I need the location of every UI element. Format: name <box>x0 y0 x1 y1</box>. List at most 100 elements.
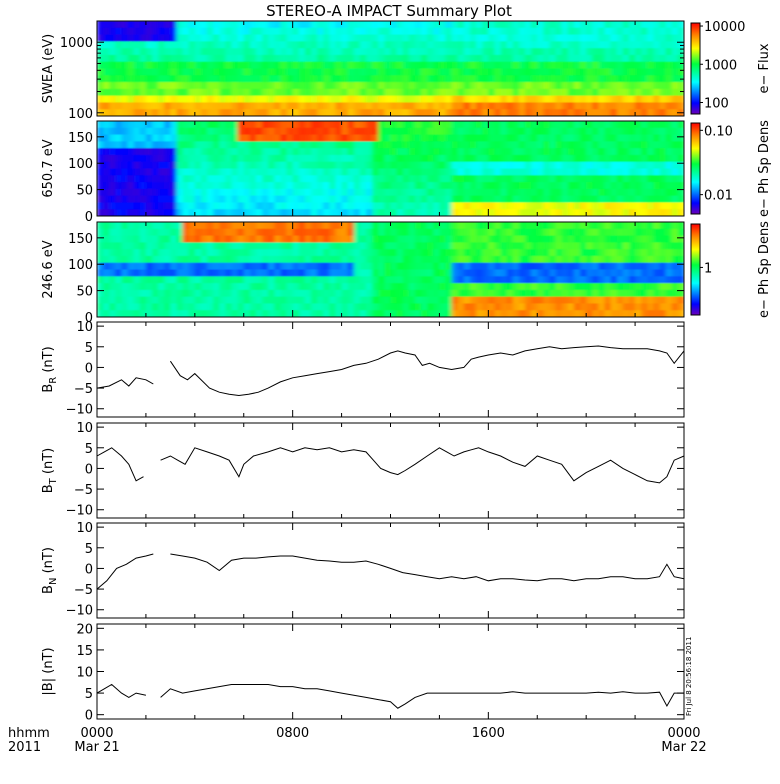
y-axis-label: BR (nT) <box>41 346 59 392</box>
spectrogram-cell <box>133 148 141 156</box>
spectrogram-cell <box>482 182 490 190</box>
spectrogram-cell <box>610 27 618 36</box>
spectrogram-cell <box>249 41 257 50</box>
spectrogram-cell <box>506 68 514 77</box>
spectrogram-cell <box>635 54 643 63</box>
spectrogram-cell <box>286 109 294 116</box>
spectrogram-cell <box>341 269 349 278</box>
spectrogram-cell <box>182 154 190 163</box>
spectrogram-cell <box>439 310 447 317</box>
spectrogram-cell <box>616 235 624 244</box>
spectrogram-cell <box>323 209 331 216</box>
spectrogram-cell <box>207 154 215 163</box>
spectrogram-cell <box>586 141 594 150</box>
spectrogram-cell <box>549 262 557 271</box>
spectrogram-cell <box>402 289 410 298</box>
spectrogram-cell <box>427 41 435 50</box>
spectrogram-cell <box>653 134 661 143</box>
spectrogram-cell <box>525 154 533 163</box>
spectrogram-cell <box>158 222 166 230</box>
spectrogram-cell <box>659 296 667 305</box>
spectrogram-cell <box>194 134 202 143</box>
spectrogram-cell <box>573 269 582 278</box>
spectrogram-cell <box>366 82 374 90</box>
spectrogram-cell <box>525 195 533 204</box>
spectrogram-cell <box>378 188 386 197</box>
spectrogram-cell <box>421 182 429 190</box>
spectrogram-cell <box>567 175 575 184</box>
spectrogram-cell <box>610 134 618 143</box>
spectrogram-cell <box>194 75 202 84</box>
y-tick-label: 10 <box>76 421 93 436</box>
spectrogram-cell <box>665 296 673 305</box>
spectrogram-cell <box>647 303 655 312</box>
spectrogram-cell <box>176 95 184 104</box>
spectrogram-cell <box>402 154 410 163</box>
spectrogram-cell <box>378 21 386 29</box>
spectrogram-cell <box>188 148 196 156</box>
spectrogram-cell <box>152 75 160 84</box>
spectrogram-cell <box>543 262 551 271</box>
spectrogram-cell <box>286 68 294 77</box>
spectrogram-cell <box>463 68 471 77</box>
spectrogram-cell <box>335 41 343 50</box>
spectrogram-cell <box>445 54 453 63</box>
spectrogram-cell <box>152 41 160 50</box>
spectrogram-cell <box>311 276 319 285</box>
spectrogram-cell <box>286 310 294 317</box>
spectrogram-cell <box>329 269 337 278</box>
spectrogram-cell <box>653 21 661 29</box>
spectrogram-cell <box>549 195 557 204</box>
spectrogram-cell <box>580 121 588 129</box>
spectrogram-cell <box>286 21 294 29</box>
spectrogram-cell <box>213 310 221 317</box>
spectrogram-cell <box>182 209 190 216</box>
spectrogram-cell <box>494 242 502 251</box>
spectrogram-cell <box>347 188 355 197</box>
spectrogram-cell <box>103 195 111 204</box>
spectrogram-cell <box>451 102 459 111</box>
spectrogram-cell <box>421 48 429 56</box>
spectrogram-cell <box>139 134 147 143</box>
spectrogram-cell <box>628 48 637 56</box>
spectrogram-cell <box>298 127 306 136</box>
spectrogram-cell <box>341 127 349 136</box>
spectrogram-cell <box>109 154 117 163</box>
spectrogram-cell <box>671 202 679 211</box>
spectrogram-cell <box>433 283 441 291</box>
spectrogram-cell <box>243 310 251 317</box>
spectrogram-cell <box>182 54 190 63</box>
spectrogram-cell <box>378 154 386 163</box>
spectrogram-cell <box>213 34 221 43</box>
spectrogram-cell <box>396 121 404 129</box>
spectrogram-cell <box>194 48 202 56</box>
spectrogram-cell <box>641 34 649 43</box>
spectrogram-cell <box>580 75 588 84</box>
spectrogram-cell <box>237 48 245 56</box>
spectrogram-cell <box>421 249 429 257</box>
spectrogram-cell <box>469 255 478 264</box>
spectrogram-cell <box>139 127 147 136</box>
spectrogram-cell <box>628 303 637 312</box>
spectrogram-cell <box>463 249 471 257</box>
spectrogram-cell <box>213 262 221 271</box>
spectrogram-cell <box>421 168 429 177</box>
spectrogram-cell <box>494 283 502 291</box>
spectrogram-cell <box>231 168 239 177</box>
spectrogram-cell <box>384 235 392 244</box>
spectrogram-cell <box>121 154 129 163</box>
spectrogram-cell <box>109 168 117 177</box>
spectrogram-cell <box>231 102 239 111</box>
spectrogram-cell <box>573 249 582 257</box>
spectrogram-cell <box>225 41 233 50</box>
spectrogram-cell <box>335 154 343 163</box>
spectrogram-cell <box>194 148 202 156</box>
spectrogram-cell <box>109 175 117 184</box>
spectrogram-cell <box>525 310 533 317</box>
spectrogram-cell <box>335 269 343 278</box>
spectrogram-cell <box>512 75 520 84</box>
spectrogram-cell <box>170 68 178 77</box>
spectrogram-cell <box>610 61 618 70</box>
spectrogram-cell <box>323 127 331 136</box>
spectrogram-cell <box>500 48 508 56</box>
